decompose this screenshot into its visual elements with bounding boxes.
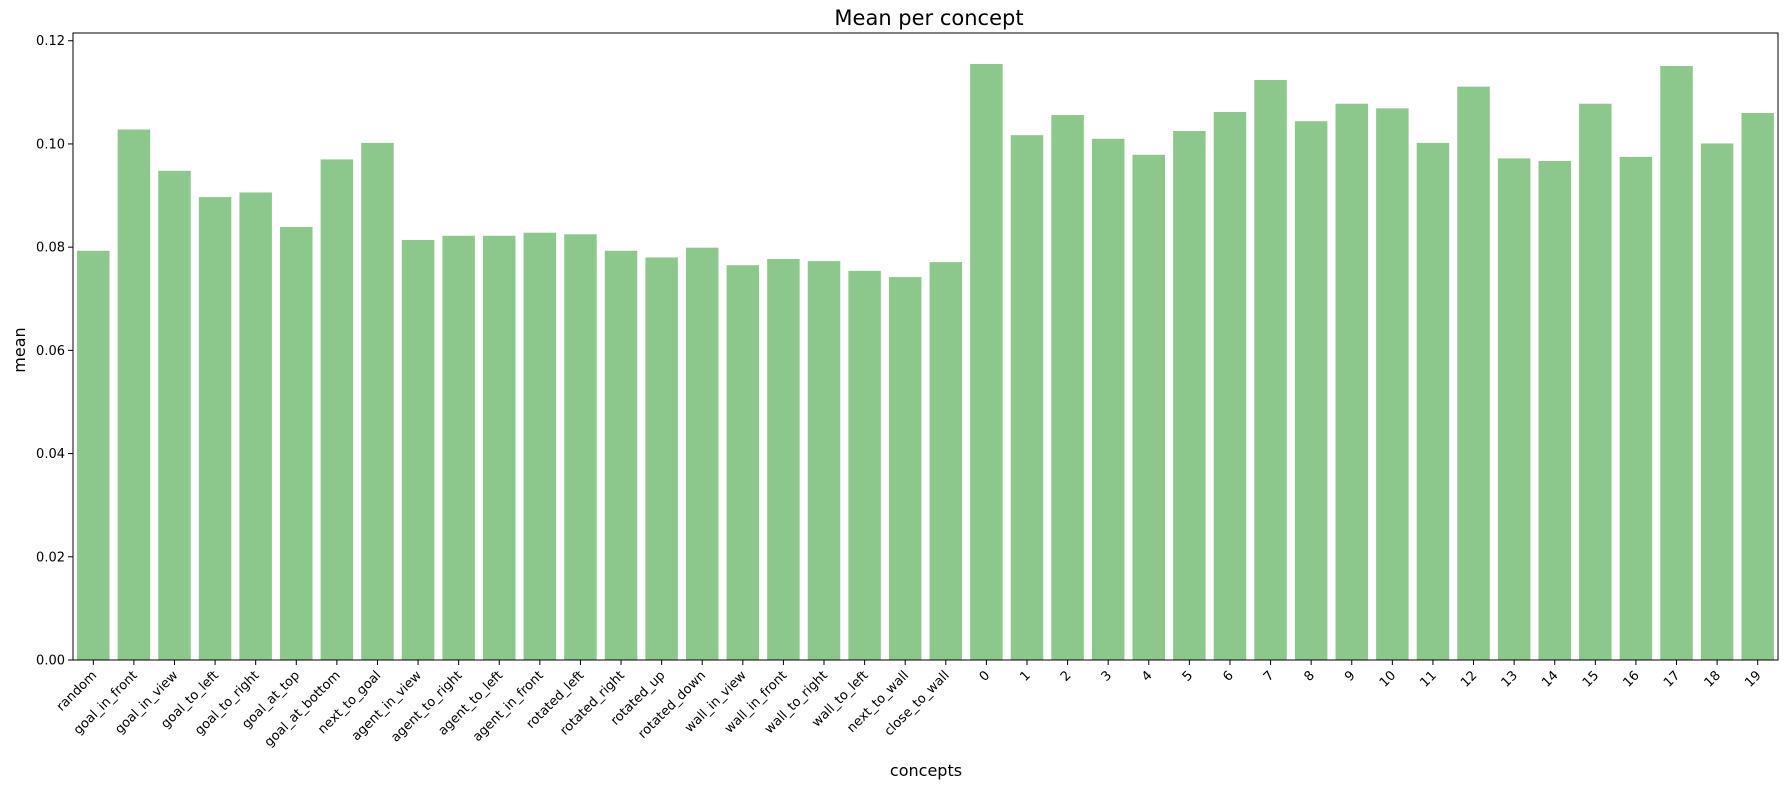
x-tick-label: 17 xyxy=(1661,668,1683,690)
x-tick-label: 11 xyxy=(1417,668,1439,690)
chart-title: Mean per concept xyxy=(834,6,1023,30)
bar-18 xyxy=(1700,143,1734,660)
x-tick-label: 13 xyxy=(1499,668,1521,690)
bar-7 xyxy=(1254,79,1287,660)
bars-group xyxy=(77,63,1774,661)
bar-14 xyxy=(1538,160,1571,661)
plot-frame xyxy=(72,32,1779,661)
bar-goal_in_view xyxy=(158,170,191,660)
x-tick-label: 1 xyxy=(1017,668,1033,684)
bar-rotated_up xyxy=(645,257,678,660)
bar-agent_in_view xyxy=(401,239,435,661)
bar-goal_in_front xyxy=(117,129,151,661)
bar-wall_to_left xyxy=(848,270,881,660)
x-tick-label: 0 xyxy=(977,668,993,684)
x-tick-label: 8 xyxy=(1302,668,1318,684)
bar-rotated_down xyxy=(685,247,719,660)
x-tick-label: 4 xyxy=(1139,668,1155,684)
x-tick-label: 2 xyxy=(1058,668,1074,684)
x-tick-label: agent_in_front xyxy=(470,668,547,745)
bar-9 xyxy=(1335,103,1368,660)
x-tick-label: 12 xyxy=(1458,668,1480,690)
x-tick-label: 18 xyxy=(1702,668,1724,690)
bar-wall_to_right xyxy=(807,261,841,660)
bar-17 xyxy=(1660,66,1693,660)
bar-goal_to_left xyxy=(198,197,232,660)
x-axis-label: concepts xyxy=(890,761,962,780)
bar-agent_to_left xyxy=(483,235,516,660)
bar-1 xyxy=(1010,135,1044,660)
bar-2 xyxy=(1051,115,1084,660)
x-tick-label: 10 xyxy=(1377,668,1399,690)
bar-wall_in_front xyxy=(767,259,800,660)
bar-0 xyxy=(970,63,1003,661)
x-tick-label: agent_in_view xyxy=(349,668,425,744)
bar-goal_to_right xyxy=(239,192,272,660)
y-tick-label: 0.00 xyxy=(36,654,65,669)
bar-close_to_wall xyxy=(929,262,963,660)
x-tick-label: 6 xyxy=(1220,668,1236,684)
bar-4 xyxy=(1132,154,1166,660)
x-tick-label: 5 xyxy=(1180,668,1196,684)
bar-8 xyxy=(1294,121,1328,660)
y-tick-label: 0.06 xyxy=(36,344,65,359)
y-tick-label: 0.08 xyxy=(36,241,65,256)
x-tick-label: agent_to_right xyxy=(388,668,465,745)
y-tick-label: 0.02 xyxy=(36,550,65,565)
y-tick-label: 0.10 xyxy=(36,137,65,152)
x-tick-label: 7 xyxy=(1261,668,1277,684)
bar-19 xyxy=(1741,112,1774,660)
x-tick-label: 19 xyxy=(1742,668,1764,690)
bar-goal_at_bottom xyxy=(320,159,354,660)
x-tick-label: 9 xyxy=(1342,668,1358,684)
bar-6 xyxy=(1213,111,1247,660)
bar-13 xyxy=(1497,158,1531,660)
bar-wall_in_view xyxy=(726,265,760,660)
bar-agent_in_front xyxy=(523,232,557,660)
y-axis: 0.00 0.02 0.04 0.06 0.08 0.10 0.12 xyxy=(36,34,73,669)
bar-random xyxy=(77,250,110,661)
bar-goal_at_top xyxy=(280,227,313,661)
bar-rotated_right xyxy=(604,250,638,661)
bar-12 xyxy=(1457,86,1490,661)
bar-10 xyxy=(1376,108,1409,661)
y-tick-label: 0.04 xyxy=(36,447,65,462)
bar-5 xyxy=(1173,131,1206,660)
bar-next_to_wall xyxy=(888,277,922,660)
x-tick-label: 16 xyxy=(1620,668,1642,690)
y-tick-label: 0.12 xyxy=(36,34,65,49)
bar-15 xyxy=(1579,103,1612,660)
bar-3 xyxy=(1091,138,1125,660)
bar-11 xyxy=(1416,142,1450,660)
x-axis: randomgoal_in_frontgoal_in_viewgoal_to_l… xyxy=(54,660,1765,750)
bar-16 xyxy=(1619,156,1653,660)
bar-next_to_goal xyxy=(361,142,394,660)
x-tick-label: 14 xyxy=(1539,668,1561,690)
x-tick-label: 3 xyxy=(1099,668,1115,684)
y-axis-label: mean xyxy=(10,327,29,372)
x-tick-label: 15 xyxy=(1580,668,1602,690)
bar-rotated_left xyxy=(564,234,597,660)
bar-agent_to_right xyxy=(442,235,475,660)
